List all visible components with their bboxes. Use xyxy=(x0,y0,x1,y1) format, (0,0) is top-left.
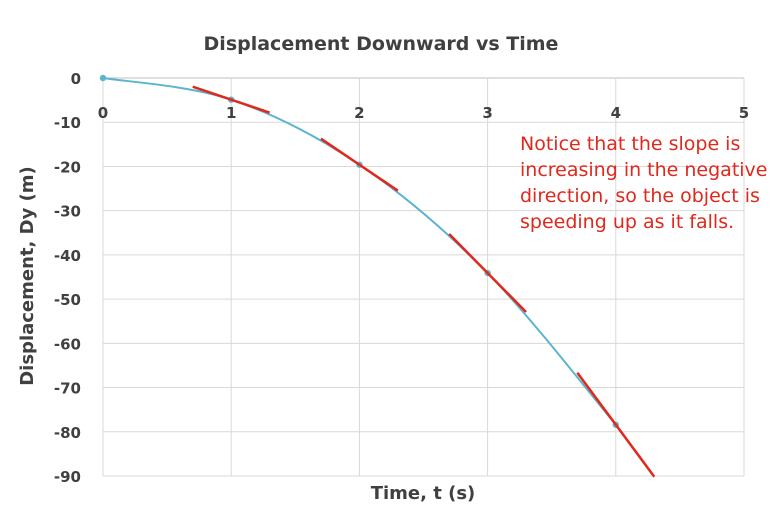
y-tick-label: -70 xyxy=(54,380,81,398)
annotation-line-4: speeding up as it falls. xyxy=(520,211,735,233)
chart-title: Displacement Downward vs Time xyxy=(204,33,559,55)
tangent-lines xyxy=(192,85,656,478)
annotation-line-2: increasing in the negative xyxy=(520,159,768,181)
annotation-line-3: direction, so the object is xyxy=(520,185,760,207)
x-tick-label: 2 xyxy=(354,104,364,122)
tangent-line xyxy=(448,233,527,313)
annotation-line-1: Notice that the slope is xyxy=(520,133,741,155)
x-tick-label: 4 xyxy=(611,104,621,122)
gridlines xyxy=(102,77,745,477)
tangent-line xyxy=(320,137,399,192)
tangent-line xyxy=(576,371,656,478)
x-tick-label: 5 xyxy=(739,104,749,122)
y-tick-label: -30 xyxy=(54,203,81,221)
x-tick-label: 3 xyxy=(482,104,492,122)
slope-annotation: Notice that the slope is increasing in t… xyxy=(520,131,782,235)
data-point xyxy=(99,74,107,82)
y-tick-label: 0 xyxy=(71,70,81,88)
y-tick-label: -50 xyxy=(54,291,81,309)
y-tick-label: -20 xyxy=(54,158,81,176)
x-axis-title: Time, t (s) xyxy=(371,483,476,504)
y-tick-labels: 0 -10 -20 -30 -40 -50 -60 -70 -80 -90 xyxy=(54,70,81,486)
tangent-line xyxy=(192,85,271,114)
x-tick-label: 1 xyxy=(226,104,236,122)
y-axis-title: Displacement, Dy (m) xyxy=(17,166,38,386)
x-tick-labels: 0 1 2 3 4 5 xyxy=(98,104,749,122)
y-tick-label: -10 xyxy=(54,114,81,132)
x-tick-label: 0 xyxy=(98,104,108,122)
y-tick-label: -90 xyxy=(54,468,81,486)
y-tick-label: -80 xyxy=(54,424,81,442)
y-tick-label: -60 xyxy=(54,335,81,353)
y-tick-label: -40 xyxy=(54,247,81,265)
